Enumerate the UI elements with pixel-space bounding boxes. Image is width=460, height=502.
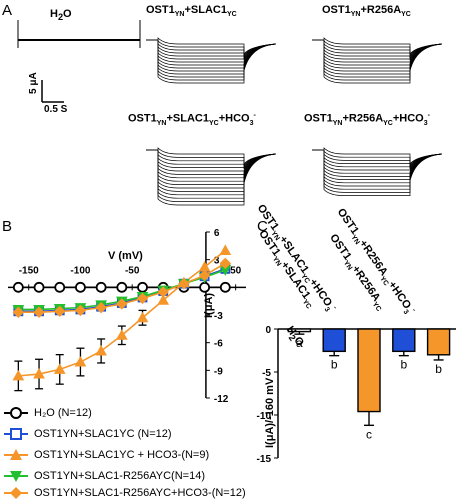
iv-point: [198, 269, 211, 282]
iv-y-tick-label: -6: [214, 339, 223, 350]
bar-significance-label: b: [400, 358, 407, 372]
iv-point: [12, 281, 24, 293]
iv-point: [178, 277, 190, 290]
legend-item-h2o: H₂O (N=12): [4, 404, 92, 422]
bar-y-tick-label: -10: [257, 411, 272, 422]
iv-point: [12, 306, 25, 318]
iv-point: [95, 281, 107, 293]
iv-point: [115, 329, 128, 340]
iv-point: [116, 281, 128, 293]
iv-x-tick-label: 50: [230, 265, 242, 276]
iv-point: [95, 344, 107, 356]
iv-point: [75, 281, 86, 293]
iv-point: [33, 306, 45, 318]
panel-letter-c: C: [257, 218, 268, 235]
legend-marker-circle-icon: [4, 407, 28, 419]
panel-letter-a: A: [2, 2, 13, 19]
iv-point: [137, 281, 148, 293]
iv-point: [54, 281, 66, 293]
iv-point: [12, 369, 25, 381]
iv-point: [136, 311, 149, 323]
scale-time-label: 0.5 S: [44, 104, 68, 115]
legend-label: OST1YN+SLAC1YC + HCO3-(N=9): [34, 449, 210, 461]
legend-label: OST1YN+SLAC1-R256AYC(N=14): [34, 470, 205, 482]
bar-significance-label: b: [435, 362, 442, 376]
trace-title-ost-slac-hco3: OST1YN+SLAC1YC+HCO3-: [128, 112, 256, 127]
legend-item-ost-slac-hco3: OST1YN+SLAC1YC + HCO3-(N=9): [4, 446, 209, 464]
bar: [392, 328, 416, 353]
bar-y-tick-label: -5: [262, 368, 271, 379]
iv-point: [33, 281, 45, 293]
trace-sweep: [146, 149, 277, 206]
legend-label: H₂O (N=12): [34, 407, 92, 419]
iv-y-tick-label: -12: [214, 394, 229, 405]
trace-group-ost_slac: [146, 37, 277, 84]
legend-marker-diamond-icon: [4, 487, 28, 499]
iv-point: [74, 304, 87, 317]
iv-point: [54, 305, 66, 318]
trace-sweep: [146, 39, 277, 84]
iv-point: [33, 367, 45, 379]
bar-ylabel: I(μA)/-160 mV: [264, 377, 276, 448]
trace-group-ost_r256: [312, 37, 443, 84]
bar-significance-label: a: [296, 336, 303, 350]
iv-point: [136, 292, 149, 305]
iv-y-tick-label: 6: [214, 228, 220, 239]
panel-letter-b: B: [2, 218, 13, 235]
current-traces: [17, 20, 443, 206]
iv-y-tick-label: 3: [214, 256, 220, 267]
legend-label: OST1YN+SLAC1YC (N=12): [34, 428, 172, 440]
bar: [357, 328, 381, 413]
iv-point: [74, 356, 87, 367]
iv-x-tick-label: -100: [70, 265, 90, 276]
bar-significance-label: b: [331, 358, 338, 372]
legend-item-ost-slac: OST1YN+SLAC1YC (N=12): [4, 425, 172, 443]
trace-title-ost-r256: OST1YN+R256AYC: [322, 4, 411, 19]
iv-point: [219, 244, 232, 255]
trace-group-ost_slac_hco3: [146, 147, 277, 206]
iv-xlabel: V (mV): [108, 250, 143, 262]
legend-marker-square-icon: [4, 428, 28, 440]
legend-item-ost-r256-hco3: OST1YN+SLAC1-R256AYC+HCO3-(N=12): [4, 484, 246, 502]
legend-marker-triangle-down-icon: [4, 471, 28, 482]
iv-y-tick-label: -3: [214, 311, 223, 322]
trace-title-h2o: H2O: [50, 8, 72, 23]
bar-y-tick-label: 0: [265, 325, 271, 336]
bar: [426, 328, 451, 356]
iv-point: [95, 301, 107, 314]
iv-x-tick-label: -150: [19, 265, 39, 276]
legend-label: OST1YN+SLAC1-R256AYC+HCO3-(N=12): [34, 487, 246, 499]
bar-y-tick-label: -15: [257, 454, 272, 465]
bar-significance-label: c: [366, 427, 372, 441]
iv-point: [116, 298, 128, 310]
trace-sweep: [312, 149, 443, 196]
legend-marker-triangle-icon: [4, 449, 28, 460]
trace-sweep: [312, 39, 443, 84]
trace-group-ost_r256_hco3: [312, 147, 443, 196]
scale-bar: [41, 80, 64, 103]
iv-point: [157, 294, 170, 305]
trace-title-ost-slac: OST1YN+SLAC1YC: [146, 4, 237, 19]
iv-point: [157, 286, 169, 298]
iv-point: [219, 257, 232, 270]
trace-title-ost-r256-hco3: OST1YN+R256AYC+HCO3-: [304, 112, 430, 127]
iv-point: [219, 281, 231, 293]
iv-point: [53, 363, 66, 374]
bar: [322, 328, 346, 353]
iv-x-tick-label: -50: [125, 265, 140, 276]
legend-item-ost-r256: OST1YN+SLAC1-R256AYC(N=14): [4, 467, 205, 485]
iv-y-tick-label: -9: [214, 366, 223, 377]
trace-group-h2o: [17, 20, 141, 48]
